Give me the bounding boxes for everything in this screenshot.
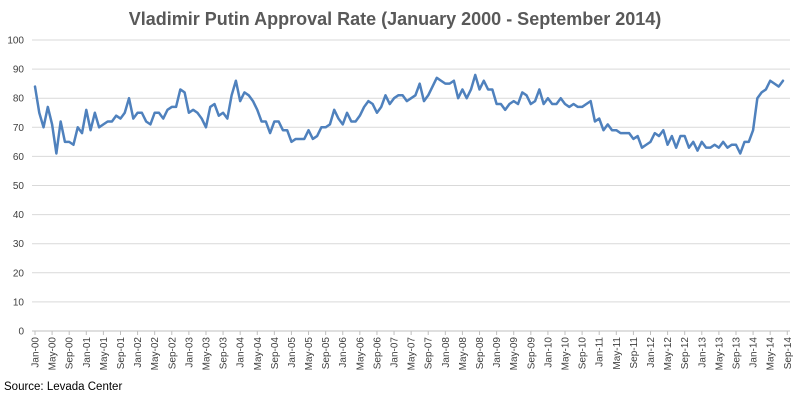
x-tick-label: Sep-13: [731, 337, 742, 370]
x-tick-label: Jan-04: [236, 337, 247, 368]
x-tick-label: May-12: [663, 337, 674, 371]
y-tick-label: 40: [13, 210, 25, 221]
x-tick-label: Jan-03: [184, 337, 195, 368]
gridlines: [32, 39, 790, 332]
x-tick-label: Jan-01: [82, 337, 93, 368]
x-tick-label: Jan-10: [543, 337, 554, 368]
chart-title: Vladimir Putin Approval Rate (January 20…: [129, 9, 662, 29]
x-tick-label: May-04: [253, 337, 264, 371]
x-tick-label: Jan-00: [31, 337, 42, 368]
x-tick-label: Sep-03: [219, 337, 230, 370]
x-tick-label: Sep-08: [475, 337, 486, 370]
x-tick-label: May-07: [407, 337, 418, 371]
x-tick-label: Sep-09: [526, 337, 537, 370]
x-tick-label: May-05: [304, 337, 315, 371]
x-tick-label: Sep-12: [680, 337, 691, 370]
x-tick-label: May-03: [201, 337, 212, 371]
y-tick-label: 80: [13, 94, 25, 105]
x-tick-label: Sep-00: [65, 337, 76, 370]
x-tick-label: May-08: [458, 337, 469, 371]
source-note: Source: Levada Center: [4, 381, 123, 393]
x-tick-label: May-02: [150, 337, 161, 371]
y-tick-label: 0: [18, 327, 24, 338]
y-tick-label: 70: [13, 123, 25, 134]
x-tick-label: Jan-06: [338, 337, 349, 368]
x-tick-label: Sep-06: [372, 337, 383, 370]
y-tick-label: 100: [7, 36, 24, 47]
x-tick-label: Sep-02: [167, 337, 178, 370]
x-tick-label: Sep-11: [629, 337, 640, 369]
series-group: [33, 73, 785, 155]
x-tick-label: Jan-13: [697, 337, 708, 368]
x-tick-label: May-01: [99, 337, 110, 371]
x-tick-label: May-10: [561, 337, 572, 371]
x-tick-label: Jan-14: [749, 337, 760, 368]
x-tick-label: Jan-05: [287, 337, 298, 368]
x-tick-label: Jan-08: [441, 337, 452, 368]
x-tick-label: Jan-09: [492, 337, 503, 368]
x-tick-label: May-09: [509, 337, 520, 371]
y-tick-label: 50: [13, 181, 25, 192]
x-tick-label: Jan-02: [133, 337, 144, 368]
x-tick-label: Sep-14: [783, 337, 794, 370]
y-tick-label: 30: [13, 239, 25, 250]
y-tick-label: 90: [13, 65, 25, 76]
x-axis-tick-labels: Jan-00 May-00 Sep-00 Jan-01 May-01 Sep-01 Jan-…: [31, 331, 794, 370]
x-tick-label: May-06: [355, 337, 366, 371]
y-tick-label: 10: [13, 297, 25, 308]
x-tick-label: Sep-05: [321, 337, 332, 370]
approval-series-line: [33, 73, 785, 155]
x-tick-label: Sep-04: [270, 337, 281, 370]
x-tick-label: May-11: [612, 337, 623, 370]
x-tick-label: May-14: [766, 337, 777, 371]
x-tick-label: Jan-07: [390, 337, 401, 368]
x-tick-label: May-00: [48, 337, 59, 371]
x-tick-label: May-13: [714, 337, 725, 371]
x-tick-label: Jan-12: [646, 337, 657, 368]
y-tick-label: 20: [13, 268, 25, 279]
x-tick-label: Sep-07: [424, 337, 435, 370]
y-tick-label: 60: [13, 152, 25, 163]
x-tick-label: Sep-10: [578, 337, 589, 370]
x-tick-label: Jan-11: [595, 337, 606, 367]
y-axis-tick-labels: 0 10 20 30 40 50 60 70 80 90 100: [7, 36, 24, 338]
x-tick-label: Sep-01: [116, 337, 127, 370]
